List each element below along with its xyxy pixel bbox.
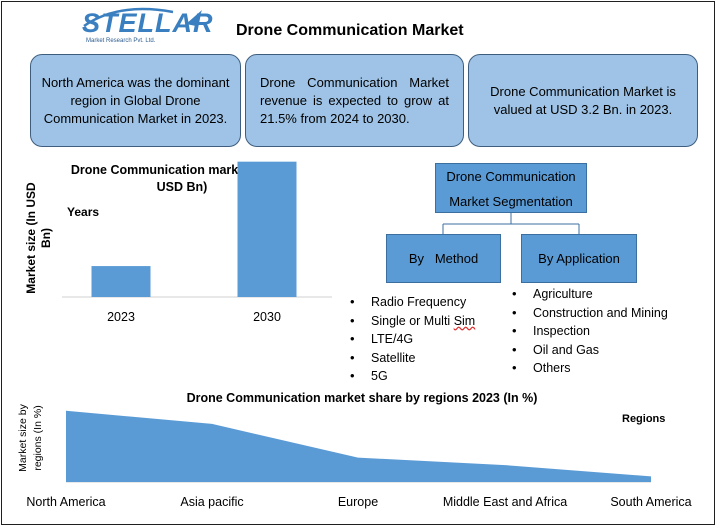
info-box-growth: Drone Communication Market revenue is ex… (245, 54, 464, 147)
info-box-dominant-region: North America was the dominant region in… (30, 54, 241, 147)
logo-text: STELLAR (82, 8, 214, 38)
bar-chart-ylabel-line1: Market size (In USD (24, 182, 38, 294)
area-chart-legend-label: Regions (622, 413, 665, 425)
info-box-market-value: Drone Communication Market is valued at … (468, 54, 698, 147)
area-tick-label: South America (610, 495, 691, 509)
spellcheck-word: Sim (453, 313, 476, 328)
list-item: LTE/4G (348, 330, 475, 349)
info-text-growth: Drone Communication Market revenue is ex… (260, 74, 449, 126)
segmentation-title-line2: Market Segmentation (449, 194, 573, 209)
method-list: Radio Frequency Single or Multi Sim LTE/… (348, 293, 475, 386)
segmentation-title: Drone Communication Market Segmentation (435, 163, 587, 213)
bar-2023 (91, 266, 151, 297)
list-item-sim: Single or Multi Sim (348, 312, 475, 331)
list-item: Others (510, 359, 668, 378)
area-tick-label: Asia pacific (180, 495, 243, 509)
list-item: Agriculture (510, 285, 668, 304)
stellar-logo: STELLAR Market Research Pvt. Ltd. (78, 6, 213, 50)
segment-by-application: By Application (521, 234, 637, 283)
bar-chart-xlabel: Years (67, 205, 99, 219)
bar-tick-label: 2030 (253, 310, 281, 324)
area-tick-label: Middle East and Africa (443, 495, 567, 509)
area-chart-title: Drone Communication market share by regi… (187, 391, 538, 405)
area-chart-ylabel-line2: regions (In %) (32, 405, 44, 470)
bar-chart-ylabel-line2: Bn) (39, 228, 53, 248)
list-item: Construction and Mining (510, 304, 668, 323)
area-series (66, 410, 651, 482)
area-chart-marks: North America Asia pacific Europe Middle Ea… (26, 410, 692, 509)
segmentation-title-line1: Drone Communication (446, 169, 576, 184)
bar-2030 (237, 161, 297, 297)
list-item: Oil and Gas (510, 341, 668, 360)
area-chart-ylabel-line1: Market size by (17, 403, 29, 471)
area-chart: Drone Communication market share by regi… (17, 391, 692, 509)
area-tick-label: Europe (338, 495, 378, 509)
bar-chart-marks: 2023 2030 (91, 161, 297, 324)
area-tick-label: North America (26, 495, 105, 509)
list-item: 5G (348, 367, 475, 386)
bar-chart: Drone Communication market Size(In USD B… (24, 161, 332, 324)
info-text-dominant-region: North America was the dominant region in… (41, 74, 230, 126)
list-item: Satellite (348, 349, 475, 368)
bar-tick-label: 2023 (107, 310, 135, 324)
logo-subtext: Market Research Pvt. Ltd. (86, 38, 156, 44)
list-item: Radio Frequency (348, 293, 475, 312)
info-text-market-value: Drone Communication Market is valued at … (490, 83, 676, 117)
list-item-text: Single or Multi Sim (371, 313, 476, 328)
list-item: Inspection (510, 322, 668, 341)
bar-chart-title-line2: USD Bn) (157, 180, 208, 194)
segment-by-method: By Method (386, 234, 501, 283)
segmentation-connectors (442, 213, 580, 234)
logo-swoosh-icon (83, 7, 202, 28)
page-title: Drone Communication Market (236, 22, 464, 39)
application-list: Agriculture Construction and Mining Insp… (510, 285, 668, 378)
